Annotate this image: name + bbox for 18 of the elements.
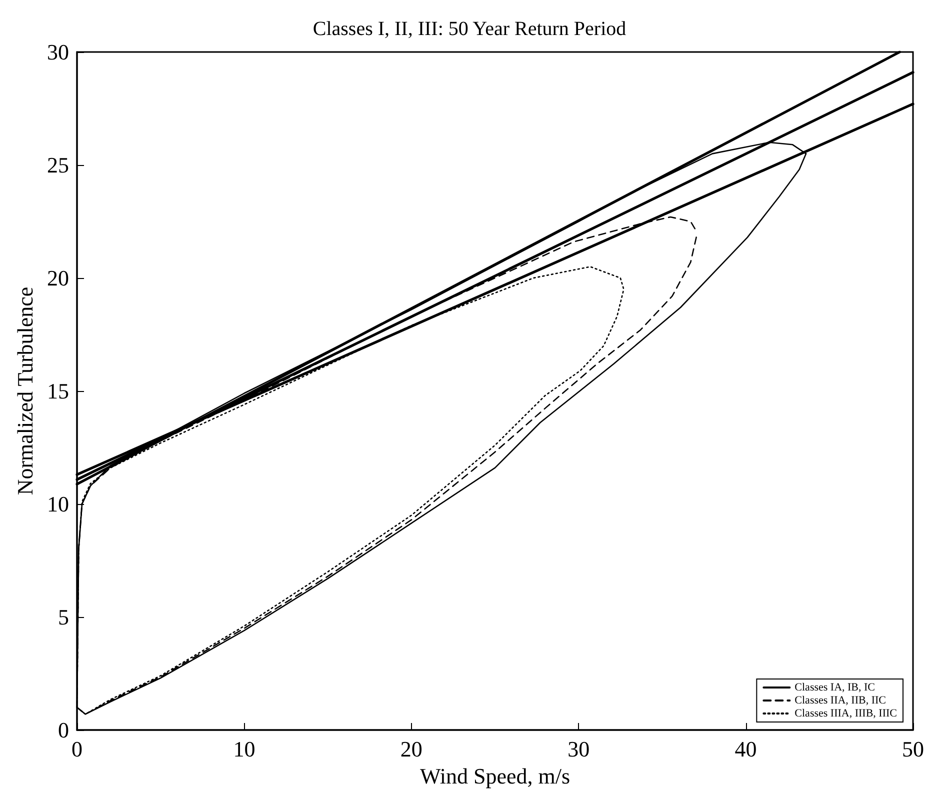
y-tick-label: 0 bbox=[58, 718, 69, 742]
y-tick-label: 15 bbox=[47, 378, 69, 404]
legend-label: Classes IIA, IIB, IIC bbox=[794, 694, 886, 706]
y-axis-title: Normalized Turbulence bbox=[12, 286, 38, 496]
y-tick-label: 20 bbox=[47, 266, 69, 290]
chart-title: Classes I, II, III: 50 Year Return Period bbox=[312, 18, 626, 40]
y-tick-label: 30 bbox=[47, 40, 69, 64]
x-tick-label: 50 bbox=[902, 736, 924, 762]
legend-label: Classes IA, IB, IC bbox=[794, 682, 876, 694]
x-tick-label: 10 bbox=[233, 736, 256, 762]
x-tick-label: 20 bbox=[400, 736, 422, 762]
y-tick-label: 5 bbox=[58, 604, 69, 630]
x-tick-label: 40 bbox=[734, 736, 757, 762]
y-tick-label: 25 bbox=[47, 152, 69, 178]
legend-label: Classes IIIA, IIIB, IIIC bbox=[794, 708, 898, 720]
y-tick-label: 10 bbox=[47, 492, 69, 516]
x-tick-label: 30 bbox=[568, 736, 590, 762]
x-axis-title: Wind Speed, m/s bbox=[420, 763, 570, 788]
